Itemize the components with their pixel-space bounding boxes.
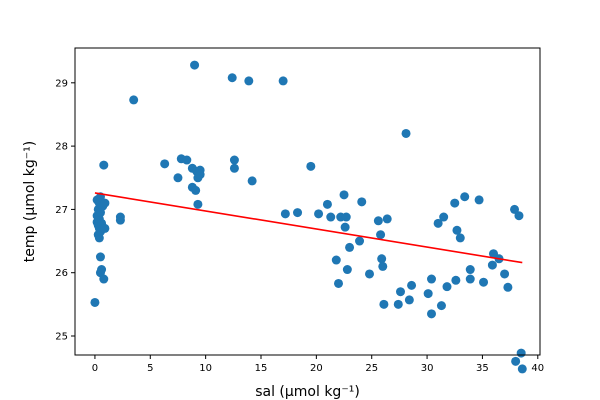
scatter-point bbox=[195, 170, 205, 180]
x-tick-label: 40 bbox=[531, 363, 544, 374]
y-tick-label: 26 bbox=[55, 268, 68, 279]
scatter-point bbox=[376, 230, 386, 240]
scatter-point bbox=[510, 204, 520, 214]
x-tick-label: 10 bbox=[199, 363, 212, 374]
y-tick-label: 25 bbox=[55, 332, 68, 343]
scatter-point bbox=[182, 155, 192, 165]
scatter-point bbox=[423, 289, 433, 299]
scatter-point bbox=[465, 274, 475, 284]
scatter-point bbox=[511, 356, 521, 366]
scatter-point bbox=[90, 297, 100, 307]
scatter-point bbox=[427, 309, 436, 319]
scatter-point bbox=[517, 364, 527, 374]
scatter-point bbox=[99, 160, 109, 170]
plot-frame bbox=[74, 47, 541, 356]
scatter-point bbox=[345, 242, 355, 252]
scatter-point bbox=[326, 212, 336, 222]
scatter-point bbox=[401, 128, 411, 138]
scatter-point bbox=[160, 159, 170, 169]
x-tick-label: 0 bbox=[92, 363, 98, 374]
scatter-point bbox=[100, 223, 110, 233]
scatter-point bbox=[355, 236, 365, 246]
scatter-point bbox=[373, 216, 383, 226]
scatter-point bbox=[115, 212, 125, 222]
scatter-point bbox=[479, 277, 489, 287]
y-tick-label: 28 bbox=[55, 142, 68, 153]
y-tick-label: 29 bbox=[55, 78, 68, 89]
scatter-point bbox=[382, 214, 392, 224]
scatter-point bbox=[433, 218, 443, 228]
x-tick-label: 25 bbox=[365, 363, 378, 374]
scatter-point bbox=[503, 282, 513, 292]
scatter-point bbox=[514, 211, 524, 221]
scatter-point bbox=[378, 261, 388, 271]
scatter-point bbox=[404, 295, 414, 305]
x-tick-label: 20 bbox=[310, 363, 323, 374]
scatter-point bbox=[439, 212, 449, 222]
y-tick-label: 27 bbox=[55, 205, 68, 216]
scatter-point bbox=[280, 209, 290, 219]
scatter-point bbox=[465, 265, 475, 275]
scatter-point bbox=[193, 199, 203, 209]
scatter-point bbox=[227, 73, 237, 83]
scatter-point bbox=[436, 301, 446, 311]
scatter-point bbox=[452, 225, 462, 235]
scatter-point bbox=[229, 155, 239, 165]
scatter-point bbox=[95, 252, 105, 262]
scatter-point bbox=[314, 209, 324, 219]
scatter-point bbox=[450, 198, 460, 208]
scatter-point bbox=[340, 222, 350, 232]
scatter-point bbox=[341, 212, 351, 222]
scatter-point bbox=[427, 274, 436, 284]
x-tick-label: 30 bbox=[421, 363, 434, 374]
x-tick-label: 5 bbox=[147, 363, 153, 374]
scatter-point bbox=[229, 163, 239, 173]
x-axis-label: sal (μmol kg⁻¹) bbox=[255, 384, 360, 400]
scatter-point bbox=[460, 192, 470, 202]
scatter-point bbox=[500, 269, 510, 279]
scatter-point bbox=[342, 265, 352, 275]
scatter-point bbox=[516, 348, 526, 358]
scatter-point bbox=[293, 208, 303, 218]
scatter-point bbox=[244, 76, 254, 86]
scatter-point bbox=[278, 76, 288, 86]
scatter-point bbox=[191, 185, 201, 195]
x-tick-label: 15 bbox=[255, 363, 268, 374]
scatter-point bbox=[99, 274, 109, 284]
y-axis-ticks: 25 26 27 28 29 bbox=[55, 78, 75, 343]
scatter-point bbox=[322, 199, 332, 209]
y-axis-label: temp (μmol kg⁻¹) bbox=[22, 141, 38, 262]
scatter-point bbox=[97, 265, 107, 275]
fit-line-group bbox=[94, 192, 523, 264]
scatter-point bbox=[247, 176, 257, 186]
scatter-point bbox=[379, 299, 389, 309]
scatter-point bbox=[407, 280, 417, 290]
scatter-point bbox=[393, 299, 403, 309]
x-tick-label: 35 bbox=[476, 363, 489, 374]
scatter-point bbox=[339, 190, 349, 200]
scatter-point bbox=[100, 198, 110, 208]
scatter-point bbox=[377, 254, 387, 264]
regression-line bbox=[94, 192, 523, 264]
scatter-point bbox=[129, 95, 139, 105]
scatter-point bbox=[442, 282, 452, 292]
scatter-point bbox=[334, 278, 343, 288]
scatter-points bbox=[90, 60, 527, 374]
scatter-point bbox=[455, 233, 465, 243]
scatter-point bbox=[331, 255, 341, 265]
scatter-point bbox=[190, 60, 200, 70]
x-axis-ticks: 0 5 10 15 20 25 30 35 40 bbox=[92, 355, 544, 374]
scatter-point bbox=[487, 260, 497, 270]
scatter-point bbox=[173, 173, 183, 183]
scatter-point bbox=[365, 269, 374, 279]
scatter-point bbox=[474, 195, 484, 205]
scatter-point bbox=[357, 197, 367, 207]
scatter-point bbox=[306, 161, 316, 171]
scatter-point bbox=[396, 287, 405, 297]
scatter-point bbox=[451, 275, 461, 285]
